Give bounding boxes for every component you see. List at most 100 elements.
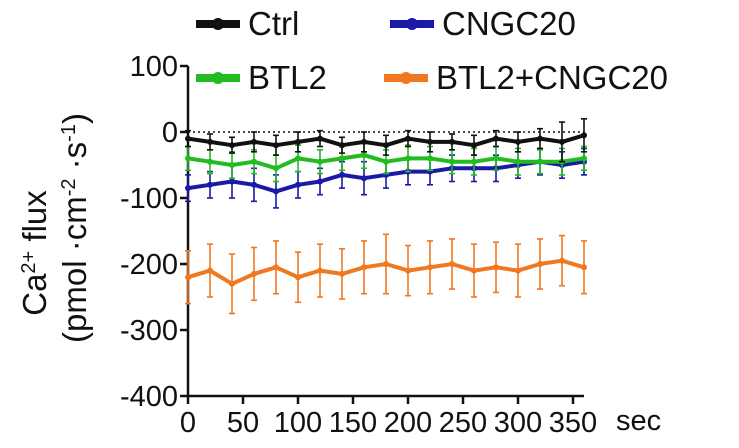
data-point (361, 152, 367, 159)
data-point (185, 135, 191, 142)
data-point (493, 135, 499, 142)
legend-marker (212, 18, 224, 30)
x-tick-label: 100 (274, 407, 322, 439)
data-point (207, 181, 213, 188)
data-point (493, 264, 499, 271)
data-point (383, 261, 389, 267)
data-point (559, 257, 565, 264)
data-point (449, 158, 455, 165)
data-point (273, 142, 279, 149)
data-point (251, 181, 257, 188)
data-point (207, 138, 213, 145)
data-point (405, 267, 411, 274)
data-point (537, 158, 543, 165)
data-point (295, 138, 301, 145)
legend-label: BTL2+CNGC20 (436, 59, 668, 96)
data-point (449, 261, 455, 267)
data-point (339, 155, 345, 162)
x-tick-label: 50 (227, 407, 259, 439)
data-point (251, 138, 257, 145)
axes-layer (186, 66, 584, 398)
series-ctrl (185, 118, 587, 163)
x-tick-label: 350 (549, 407, 597, 439)
legend-label: Ctrl (248, 5, 299, 42)
data-point (515, 267, 521, 274)
data-point (471, 267, 477, 274)
legend-item-btl2-cngc20: BTL2+CNGC20 (384, 59, 668, 96)
y-tick-label: 0 (162, 117, 178, 149)
legend-label: CNGC20 (442, 5, 576, 42)
legend-item-cngc20: CNGC20 (390, 5, 576, 42)
data-point (229, 142, 235, 149)
data-point (361, 264, 367, 271)
data-point (339, 171, 345, 178)
data-point (207, 158, 213, 165)
data-point (207, 267, 213, 274)
x-tick-label: 0 (180, 407, 196, 439)
y-tick-label: -300 (120, 315, 178, 347)
y-axis-title-line2: (pmol ·cm-2 ·s-1) (56, 113, 93, 343)
data-point (537, 135, 543, 142)
data-layer (185, 118, 587, 315)
data-point (295, 274, 301, 281)
data-point (515, 138, 521, 145)
data-point (295, 155, 301, 162)
y-tick-label: -400 (120, 381, 178, 413)
x-tick-label: 250 (439, 407, 487, 439)
data-point (581, 132, 587, 139)
data-point (383, 158, 389, 165)
legend-item-btl2: BTL2 (196, 59, 327, 96)
data-point (559, 138, 565, 145)
data-point (251, 270, 257, 277)
data-point (405, 135, 411, 142)
data-point (339, 270, 345, 277)
data-point (185, 274, 191, 281)
data-point (427, 155, 433, 162)
data-point (185, 185, 191, 192)
data-point (317, 267, 323, 274)
data-point (317, 158, 323, 165)
legend-marker (406, 18, 418, 30)
data-point (185, 155, 191, 162)
series-btl2-cngc20 (185, 233, 587, 315)
data-point (405, 155, 411, 162)
legend-marker (212, 72, 224, 84)
y-tick-label: -100 (120, 183, 178, 215)
data-point (515, 158, 521, 165)
data-point (229, 162, 235, 168)
x-tick-label: 150 (329, 407, 377, 439)
data-point (317, 178, 323, 185)
x-axis-unit-label: sec (616, 405, 661, 437)
x-tick-label: 300 (494, 407, 542, 439)
data-point (295, 181, 301, 188)
data-point (471, 158, 477, 165)
data-point (427, 264, 433, 271)
legend-layer: Ctrl CNGC20 BTL2 BTL2+CNGC20 (196, 5, 668, 96)
data-point (361, 175, 367, 182)
data-point (229, 280, 235, 287)
data-point (449, 138, 455, 145)
data-point (273, 165, 279, 172)
data-point (317, 135, 323, 142)
data-point (581, 155, 587, 162)
data-point (537, 261, 543, 267)
legend-label: BTL2 (248, 59, 327, 96)
x-tick-label: 200 (384, 407, 432, 439)
data-point (251, 158, 257, 165)
data-point (229, 178, 235, 185)
y-tick-label: 100 (130, 51, 178, 83)
data-point (493, 155, 499, 162)
data-point (273, 188, 279, 195)
data-point (471, 142, 477, 149)
y-tick-label: -200 (120, 249, 178, 281)
data-point (273, 264, 279, 271)
data-point (339, 142, 345, 149)
legend-marker (400, 72, 412, 84)
data-point (383, 142, 389, 149)
data-point (581, 264, 587, 271)
legend-item-ctrl: Ctrl (196, 5, 299, 42)
y-axis-title-line1: Ca2+ flux (16, 190, 53, 316)
